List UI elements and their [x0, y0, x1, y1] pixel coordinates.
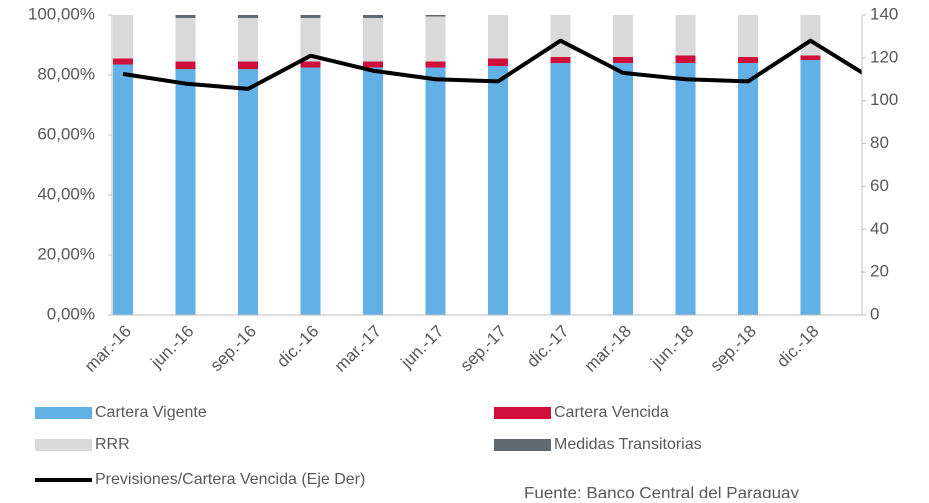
x-tick-label: jun.-16 — [147, 322, 198, 373]
y2-tick-label: 40 — [870, 219, 889, 238]
bar-segment — [175, 61, 196, 69]
bar-segment — [425, 15, 446, 17]
x-tick-label: dic.-18 — [773, 322, 823, 372]
bar-segment — [488, 58, 508, 66]
bar-segment — [425, 61, 446, 68]
bar-segment — [113, 64, 133, 315]
bar-segment — [238, 61, 258, 69]
y-tick-label: 0,00% — [47, 304, 95, 323]
bar-segment — [363, 18, 383, 62]
bar-segment — [800, 55, 821, 60]
y2-tick-label: 20 — [870, 262, 889, 281]
bar-segment — [300, 18, 321, 62]
bar-segment — [238, 18, 258, 62]
bar-segment — [800, 15, 821, 56]
bar-segment — [363, 15, 383, 18]
y2-tick-label: 140 — [870, 4, 898, 23]
bar-segment — [550, 15, 571, 57]
bar-segment — [300, 67, 321, 315]
line-series — [122, 38, 862, 91]
y2-tick-label: 120 — [870, 47, 898, 66]
legend-label: Medidas Transitorias — [554, 436, 702, 453]
bar-segment — [613, 63, 633, 315]
bar-segment — [738, 57, 758, 63]
bar-segment — [800, 60, 821, 315]
bar-segment — [675, 55, 696, 63]
bar-segment — [175, 15, 196, 18]
y2-tick-label: 80 — [870, 133, 889, 152]
legend-swatch — [35, 439, 92, 451]
x-tick-label: sep.-18 — [706, 322, 760, 376]
y-tick-label: 80,00% — [37, 64, 95, 83]
x-tick-label: dic.-16 — [273, 322, 323, 372]
bar-segment — [738, 15, 758, 57]
x-tick-label: sep.-16 — [206, 322, 260, 376]
bar-segment — [238, 69, 258, 315]
bar-segment — [175, 18, 196, 62]
bar-segment — [425, 16, 446, 62]
bar-segment — [613, 57, 633, 63]
bar-segment — [675, 63, 696, 315]
legend-swatch — [494, 407, 551, 419]
y2-tick-label: 100 — [870, 90, 898, 109]
bar-segment — [363, 67, 383, 315]
x-tick-label: sep.-17 — [456, 322, 510, 376]
x-tick-label: mar.-17 — [331, 322, 385, 376]
x-tick-label: jun.-17 — [397, 322, 448, 373]
bar-segment — [238, 15, 258, 18]
bar-segment — [613, 15, 633, 57]
bar-segment — [175, 69, 196, 315]
plot-area — [113, 15, 862, 315]
y-tick-label: 20,00% — [37, 244, 95, 263]
source: Fuente: Banco Central del Paraguay — [524, 483, 800, 498]
bar-segment — [738, 63, 758, 315]
legend-label: Cartera Vigente — [95, 404, 207, 421]
y2-tick-label: 0 — [870, 304, 879, 323]
y-tick-label: 40,00% — [37, 184, 95, 203]
bar-segment — [550, 63, 571, 315]
bar-segment — [300, 61, 321, 68]
x-tick-label: mar.-18 — [581, 322, 635, 376]
bar-segment — [363, 61, 383, 68]
y-tick-label: 60,00% — [37, 124, 95, 143]
bar-segment — [488, 15, 508, 59]
x-tick-label: mar.-16 — [81, 322, 135, 376]
y-tick-label: 100,00% — [28, 4, 95, 23]
bar-segment — [425, 67, 446, 315]
legend-label: Cartera Vencida — [554, 404, 669, 421]
bar-segment — [113, 15, 133, 59]
x-tick-label: dic.-17 — [523, 322, 573, 372]
bar-segment — [300, 15, 321, 18]
legend-label: RRR — [95, 436, 130, 453]
x-tick-label: jun.-18 — [647, 322, 698, 373]
legend-label: Previsiones/Cartera Vencida (Eje Der) — [95, 471, 365, 488]
bar-segment — [488, 66, 508, 315]
legend-swatch — [35, 407, 92, 419]
legend-swatch — [494, 439, 551, 451]
bar-segment — [113, 58, 133, 65]
bar-segment — [675, 15, 696, 56]
bar-segment — [550, 57, 571, 63]
y2-tick-label: 60 — [870, 176, 889, 195]
